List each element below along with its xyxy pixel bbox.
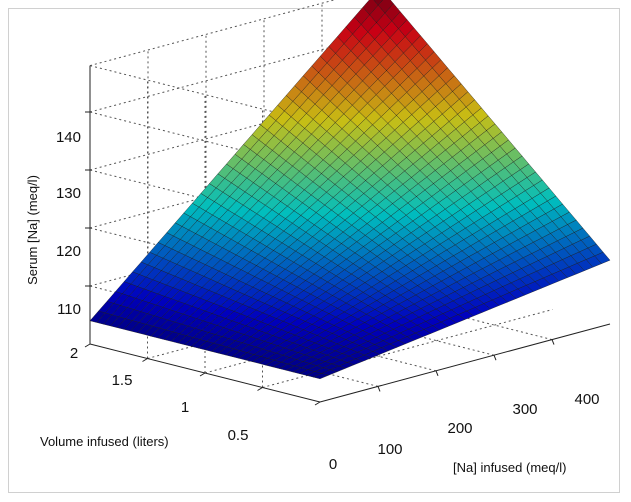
chart-frame — [8, 8, 620, 493]
surface-cell — [594, 251, 611, 264]
y-tick-label: 2 — [70, 345, 78, 362]
surface-mesh — [89, 0, 611, 380]
x-tick-mark — [551, 339, 555, 345]
y-tick-labels: 0 0.5 1 1.5 2 — [70, 345, 337, 473]
z-tick-label: 110 — [57, 301, 81, 318]
x-tick-label: 400 — [574, 391, 599, 408]
x-tick-label: 300 — [512, 401, 537, 418]
x-tick-mark — [435, 370, 439, 376]
surface-cell — [373, 0, 384, 6]
z-tick-label: 120 — [56, 243, 81, 260]
x-tick-labels: 100 200 300 400 — [377, 391, 599, 458]
x-axis-line — [319, 323, 611, 403]
y-tick-mark — [199, 372, 206, 377]
x-axis-label: [Na] infused (meq/l) — [453, 460, 566, 475]
axes — [84, 65, 611, 406]
z-axis-label: Serum [Na] (meq/l) — [25, 175, 40, 285]
y-tick-label: 1 — [181, 399, 189, 416]
y-tick-mark — [84, 343, 91, 348]
z-tick-label: 140 — [56, 129, 81, 146]
gridline — [89, 0, 336, 67]
y-tick-label: 1.5 — [112, 372, 133, 389]
y-axis-label: Volume infused (liters) — [40, 434, 169, 449]
y-tick-mark — [314, 401, 321, 406]
z-tick-label: 130 — [56, 185, 81, 202]
y-tick-label: 0 — [329, 456, 337, 473]
y-tick-mark — [142, 358, 148, 362]
x-tick-mark — [377, 386, 381, 392]
y-tick-mark — [257, 387, 263, 391]
x-tick-mark — [493, 355, 497, 361]
x-tick-label: 200 — [447, 420, 472, 437]
y-tick-label: 0.5 — [228, 427, 249, 444]
x-tick-label: 100 — [377, 441, 402, 458]
z-tick-labels: 110 120 130 140 — [56, 129, 81, 318]
